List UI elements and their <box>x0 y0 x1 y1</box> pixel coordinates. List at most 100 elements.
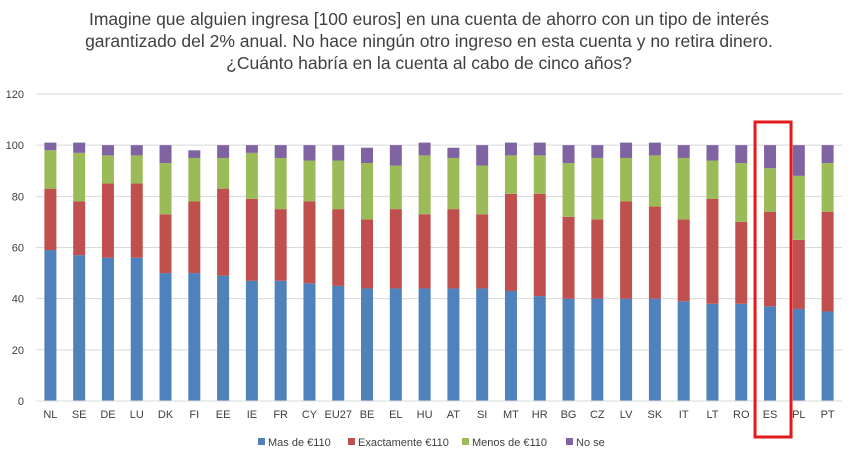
bar-segment-at-2 <box>447 209 460 289</box>
legend-label: Exactamente €110 <box>358 437 449 449</box>
bar-segment-lu-3 <box>130 155 143 184</box>
x-tick-label: BE <box>360 409 375 421</box>
x-tick-label: SE <box>72 409 87 421</box>
bar-segment-lv-4 <box>620 142 633 158</box>
x-tick-label: EE <box>216 409 231 421</box>
bar-segment-pt-2 <box>821 211 834 312</box>
bar-segment-pl-2 <box>792 239 805 309</box>
bar-segment-pl-1 <box>792 308 805 401</box>
bar-segment-ee-2 <box>217 188 230 276</box>
bar-segment-el-4 <box>389 145 402 166</box>
bar-segment-sk-4 <box>648 142 661 156</box>
x-tick-label: LV <box>620 409 633 421</box>
bar-segment-ie-4 <box>245 145 258 153</box>
bar-segment-at-1 <box>447 288 460 401</box>
bar-segment-pt-3 <box>821 163 834 212</box>
bar-segment-ee-4 <box>217 145 230 158</box>
x-tick-label: LU <box>130 409 144 421</box>
bar-segment-hu-1 <box>418 288 431 401</box>
x-tick-label: SK <box>648 409 663 421</box>
bar-segment-lt-3 <box>706 160 719 199</box>
bar-segment-de-1 <box>101 257 114 401</box>
bar-segment-hr-3 <box>533 155 546 194</box>
bar-segment-at-4 <box>447 147 460 158</box>
bar-segment-cy-3 <box>303 160 316 202</box>
x-tick-label: DE <box>100 409 115 421</box>
bar-segment-hr-2 <box>533 193 546 297</box>
y-tick-label: 60 <box>12 243 24 255</box>
bar-segment-se-4 <box>73 142 86 153</box>
bar-segment-fr-2 <box>274 209 287 281</box>
bar-segment-dk-4 <box>159 145 172 164</box>
x-tick-label: ES <box>763 409 778 421</box>
bar-segment-fr-1 <box>274 280 287 401</box>
y-tick-label: 40 <box>12 294 24 306</box>
bar-segment-it-4 <box>677 145 690 158</box>
bar-segment-lt-2 <box>706 198 719 304</box>
x-tick-label: FI <box>189 409 199 421</box>
bar-segment-hu-2 <box>418 214 431 289</box>
bar-segment-it-2 <box>677 219 690 302</box>
bar-segment-de-3 <box>101 155 114 184</box>
bar-segment-hu-4 <box>418 142 431 156</box>
bar-segment-si-2 <box>476 214 489 289</box>
bar-segment-be-1 <box>361 288 374 401</box>
x-tick-label: DK <box>158 409 174 421</box>
bar-segment-ie-3 <box>245 152 258 199</box>
legend-swatch <box>258 438 265 445</box>
bar-segment-ie-2 <box>245 198 258 281</box>
chart-title-line-3: ¿Cuánto habría en la cuenta al cabo de c… <box>226 53 632 73</box>
bar-segment-cy-1 <box>303 283 316 401</box>
legend-label: No se <box>576 437 605 449</box>
bar-segment-be-4 <box>361 147 374 164</box>
bar-segment-cy-2 <box>303 201 316 284</box>
legend-swatch <box>348 438 355 445</box>
bar-segment-it-3 <box>677 157 690 220</box>
bar-segment-sk-3 <box>648 155 661 207</box>
legend-label: Mas de €110 <box>268 437 331 449</box>
bar-segment-mt-3 <box>504 155 517 194</box>
y-tick-label: 120 <box>6 89 24 101</box>
x-tick-label: AT <box>447 409 461 421</box>
bar-segment-dk-1 <box>159 273 172 401</box>
bar-segment-lv-3 <box>620 157 633 202</box>
bar-segment-hr-1 <box>533 296 546 401</box>
chart-title-line-1: Imagine que alguien ingresa [100 euros] … <box>88 9 770 29</box>
gridlines <box>36 93 842 351</box>
bar-segment-dk-3 <box>159 163 172 215</box>
bar-segment-el-3 <box>389 165 402 210</box>
chart-title: Imagine que alguien ingresa [100 euros] … <box>0 8 858 74</box>
bar-segment-es-4 <box>764 145 777 169</box>
highlight-rectangle <box>753 120 793 439</box>
bar-segment-cz-3 <box>591 157 604 220</box>
bar-segment-lu-1 <box>130 257 143 401</box>
bar-segment-el-1 <box>389 288 402 401</box>
bar-segment-lv-2 <box>620 201 633 299</box>
bar-segment-pt-4 <box>821 145 834 164</box>
x-tick-label: LT <box>706 409 718 421</box>
y-tick-label: 100 <box>6 140 24 152</box>
bar-segment-ro-3 <box>735 163 748 222</box>
y-axis: 0 20 40 60 80 100 120 <box>6 89 24 408</box>
bar-segment-ro-2 <box>735 221 748 304</box>
bar-segment-bg-1 <box>562 298 575 401</box>
chart-title-line-2: garantizado del 2% anual. No hace ningún… <box>85 31 773 51</box>
x-tick-label: RO <box>733 409 750 421</box>
x-tick-label: HR <box>532 409 548 421</box>
bars <box>44 142 834 401</box>
legend-swatch <box>462 438 469 445</box>
bar-segment-hu-3 <box>418 155 431 215</box>
x-tick-label: CY <box>302 409 318 421</box>
bar-segment-de-4 <box>101 145 114 156</box>
x-tick-label: EU27 <box>324 409 352 421</box>
bar-segment-ee-3 <box>217 157 230 189</box>
x-tick-label: SI <box>477 409 487 421</box>
y-tick-label: 0 <box>18 396 24 408</box>
bar-segment-cy-4 <box>303 145 316 161</box>
bar-segment-ie-1 <box>245 280 258 401</box>
bar-segment-lt-1 <box>706 303 719 401</box>
bar-segment-es-2 <box>764 211 777 307</box>
bar-segment-pl-4 <box>792 145 805 176</box>
bar-segment-cz-4 <box>591 145 604 158</box>
bar-segment-be-2 <box>361 219 374 289</box>
